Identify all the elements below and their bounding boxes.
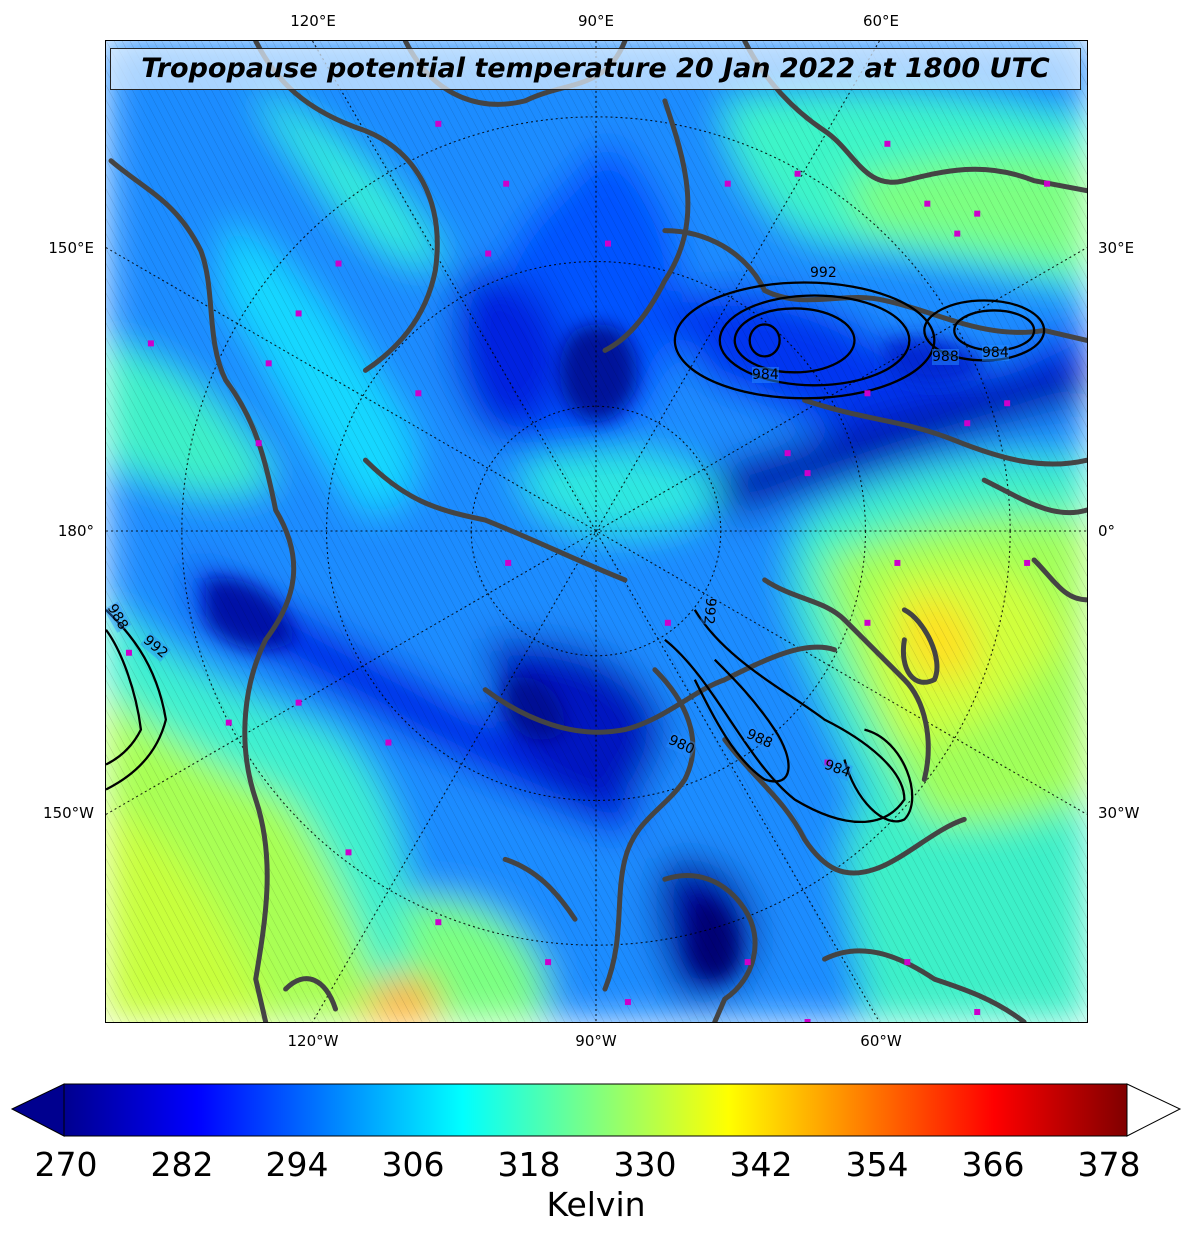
longitude-label: 30°E <box>1098 239 1135 257</box>
colorbar-tick-label: 270 <box>34 1145 98 1184</box>
colorbar-tick-label: 342 <box>729 1145 793 1184</box>
colorbar <box>10 1083 1182 1137</box>
colorbar-tick-label: 354 <box>845 1145 909 1184</box>
longitude-label: 120°E <box>290 12 336 30</box>
longitude-label: 150°W <box>43 804 94 822</box>
colorbar-label: Kelvin <box>546 1185 646 1224</box>
map-title: Tropopause potential temperature 20 Jan … <box>110 48 1081 90</box>
pressure-contour-label: 992 <box>700 596 719 626</box>
pressure-contour-label: 992 <box>810 265 837 281</box>
colorbar-gradient <box>63 1083 1128 1137</box>
longitude-label: 30°W <box>1098 804 1140 822</box>
longitude-label: 90°W <box>575 1032 617 1050</box>
pressure-contour-label: 988 <box>932 349 959 365</box>
colorbar-tick-label: 330 <box>613 1145 677 1184</box>
colorbar-extend-max <box>1126 1083 1182 1137</box>
tropopause-theta-field <box>106 41 1087 1022</box>
map-plot-area: 992 984 988 984 988 992 992 980 988 984 <box>105 40 1088 1023</box>
longitude-label: 60°E <box>862 12 900 30</box>
longitude-label: 150°E <box>48 239 94 257</box>
colorbar-tick-label: 294 <box>265 1145 329 1184</box>
colorbar-extend-min <box>10 1083 65 1137</box>
longitude-label: 0° <box>1098 522 1116 540</box>
longitude-label: 120°W <box>287 1032 339 1050</box>
colorbar-tick-label: 282 <box>150 1145 214 1184</box>
longitude-label: 60°W <box>860 1032 902 1050</box>
longitude-label: 90°E <box>577 12 615 30</box>
pressure-contour-label: 984 <box>752 367 779 383</box>
colorbar-tick-label: 378 <box>1077 1145 1141 1184</box>
longitude-label: 180° <box>57 522 94 540</box>
colorbar-tick-label: 318 <box>497 1145 561 1184</box>
colorbar-tick-label: 306 <box>381 1145 445 1184</box>
colorbar-tick-label: 366 <box>961 1145 1025 1184</box>
pressure-contour-label: 984 <box>982 345 1009 361</box>
